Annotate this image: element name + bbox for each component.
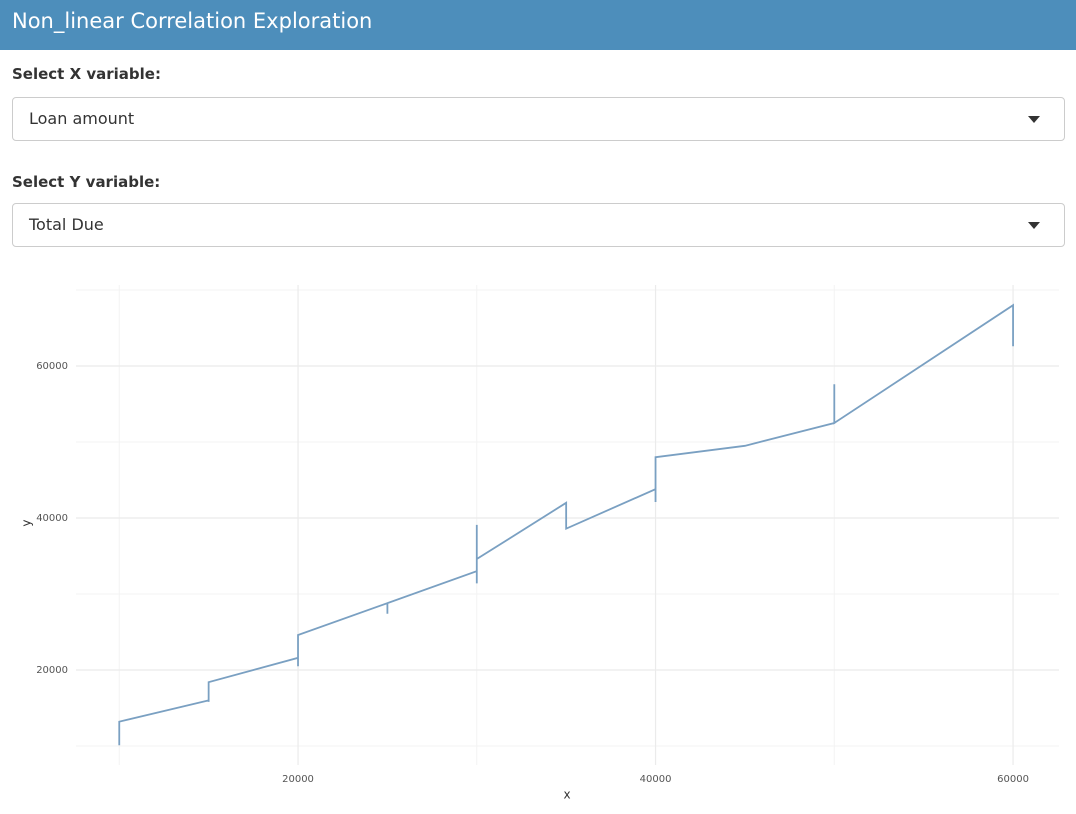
x-axis-title: x (563, 788, 570, 802)
dropdown-caret[interactable] (1028, 116, 1040, 123)
chart: x y 20000 40000 60000 20000 40000 60000 (20, 285, 1059, 802)
x-select[interactable]: Loan amount (12, 97, 1065, 141)
dropdown-caret[interactable] (1028, 222, 1040, 229)
y-select[interactable]: Total Due (12, 203, 1065, 247)
x-select-label: Select X variable: (12, 65, 161, 83)
y-tick-label: 60000 (36, 361, 68, 372)
x-select-value[interactable]: Loan amount (29, 109, 135, 128)
data-line (118, 303, 1014, 746)
y-axis-title: y (20, 519, 34, 526)
x-tick-label: 20000 (282, 774, 314, 785)
x-tick-label: 60000 (997, 774, 1029, 785)
y-select-value[interactable]: Total Due (29, 215, 104, 234)
y-tick-label: 40000 (36, 513, 68, 524)
y-select-label: Select Y variable: (12, 173, 161, 191)
app-title: Non_linear Correlation Exploration (0, 0, 1076, 50)
x-tick-label: 40000 (640, 774, 672, 785)
y-tick-label: 20000 (36, 665, 68, 676)
